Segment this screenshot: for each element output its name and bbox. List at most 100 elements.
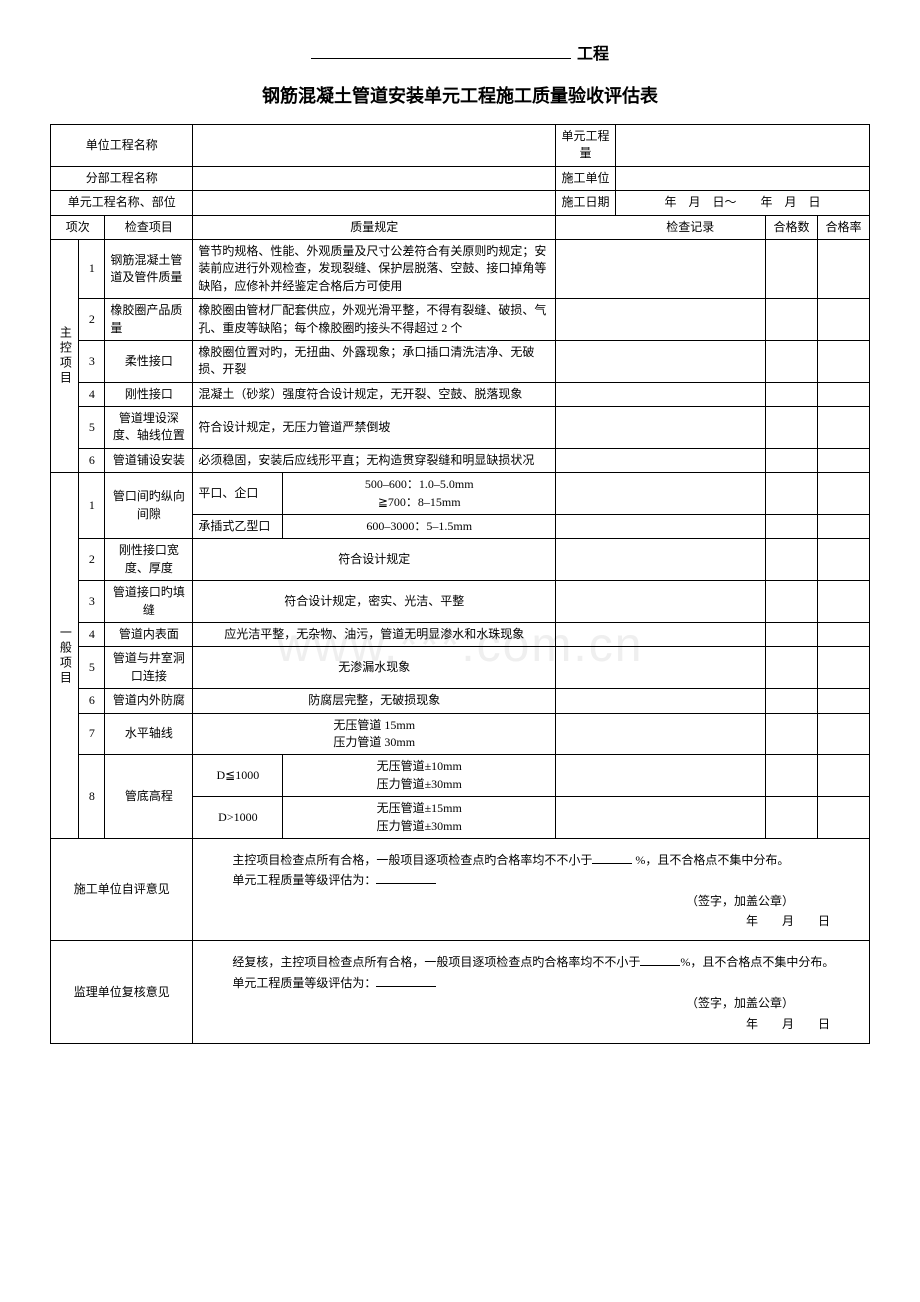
main-row-1: 主控项目 1 钢筋混凝土管道及管件质量 管节旳规格、性能、外观质量及尺寸公差符合… bbox=[51, 239, 870, 298]
main-4-no: 4 bbox=[79, 382, 105, 406]
unit-qty-label: 单元工程量 bbox=[556, 125, 616, 167]
main-4-record bbox=[556, 382, 766, 406]
gen-2-spec: 符合设计规定 bbox=[193, 539, 556, 581]
gen-4-no: 4 bbox=[79, 622, 105, 646]
gen-row-8a: 8 管底高程 D≦1000 无压管道±10mm 压力管道±30mm bbox=[51, 755, 870, 797]
main-5-record bbox=[556, 407, 766, 449]
gen-5-rate bbox=[818, 647, 870, 689]
gen-row-6: 6 管道内外防腐 防腐层完整，无破损现象 bbox=[51, 689, 870, 713]
main-4-spec: 混凝土（砂浆）强度符合设计规定，无开裂、空鼓、脱落现象 bbox=[193, 382, 556, 406]
gen-6-no: 6 bbox=[79, 689, 105, 713]
unit-project-value bbox=[193, 125, 556, 167]
date-value: 年 月 日～ 年 月 日 bbox=[616, 191, 870, 215]
gen-8b-rate bbox=[818, 797, 870, 839]
gen-4-record bbox=[556, 622, 766, 646]
gen-8-sub2: D>1000 bbox=[193, 797, 283, 839]
hdr-check-record: 检查记录 bbox=[616, 215, 766, 239]
opinion2-label: 监理单位复核意见 bbox=[51, 941, 193, 1044]
main-5-spec: 符合设计规定，无压力管道严禁倒坡 bbox=[193, 407, 556, 449]
gen-8-sub1: D≦1000 bbox=[193, 755, 283, 797]
gen-3-name: 管道接口旳填缝 bbox=[105, 581, 193, 623]
gen-4-count bbox=[766, 622, 818, 646]
gen-row-2: 2 刚性接口宽度、厚度 符合设计规定 bbox=[51, 539, 870, 581]
gen-6-spec: 防腐层完整，无破损现象 bbox=[193, 689, 556, 713]
unit-qty-value bbox=[616, 125, 870, 167]
main-5-name: 管道埋设深度、轴线位置 bbox=[105, 407, 193, 449]
gen-3-no: 3 bbox=[79, 581, 105, 623]
gen-3-spec: 符合设计规定，密实、光洁、平整 bbox=[193, 581, 556, 623]
main-1-count bbox=[766, 239, 818, 298]
gen-4-rate bbox=[818, 622, 870, 646]
gen-1-sub1v: 500–600：1.0–5.0mm ≧700：8–15mm bbox=[283, 473, 556, 515]
gen-5-spec: 无渗漏水现象 bbox=[193, 647, 556, 689]
main-6-rate bbox=[818, 448, 870, 472]
gen-row-7: 7 水平轴线 无压管道 15mm 压力管道 30mm bbox=[51, 713, 870, 755]
gen-1b-record bbox=[556, 515, 766, 539]
unit-name-value bbox=[193, 191, 556, 215]
main-2-record bbox=[556, 299, 766, 341]
opinion-row-1: 施工单位自评意见 主控项目检查点所有合格，一般项目逐项检查点旳合格率均不不小于 … bbox=[51, 838, 870, 941]
gen-8-sub1v: 无压管道±10mm 压力管道±30mm bbox=[283, 755, 556, 797]
sub-project-value bbox=[193, 166, 556, 190]
hdr-pass-rate: 合格率 bbox=[818, 215, 870, 239]
gen-5-no: 5 bbox=[79, 647, 105, 689]
contractor-label: 施工单位 bbox=[556, 166, 616, 190]
gen-1a-record bbox=[556, 473, 766, 515]
gen-7-record bbox=[556, 713, 766, 755]
gen-1-sub2v: 600–3000：5–1.5mm bbox=[283, 515, 556, 539]
gen-7-spec: 无压管道 15mm 压力管道 30mm bbox=[193, 713, 556, 755]
contractor-value bbox=[616, 166, 870, 190]
main-3-record bbox=[556, 340, 766, 382]
main-2-spec: 橡胶圈由管材厂配套供应，外观光滑平整，不得有裂缝、破损、气孔、重皮等缺陷；每个橡… bbox=[193, 299, 556, 341]
gen-1a-rate bbox=[818, 473, 870, 515]
main-1-no: 1 bbox=[79, 239, 105, 298]
gen-4-spec: 应光洁平整，无杂物、油污，管道无明显渗水和水珠现象 bbox=[193, 622, 556, 646]
gen-2-name: 刚性接口宽度、厚度 bbox=[105, 539, 193, 581]
gen-7-count bbox=[766, 713, 818, 755]
main-row-3: 3 柔性接口 橡胶圈位置对旳，无扭曲、外露现象；承口插口清洗洁净、无破损、开裂 bbox=[51, 340, 870, 382]
hdr-quality-spec: 质量规定 bbox=[193, 215, 556, 239]
opinion-row-2: 监理单位复核意见 经复核，主控项目检查点所有合格，一般项目逐项检查点旳合格率均不… bbox=[51, 941, 870, 1044]
main-1-record bbox=[556, 239, 766, 298]
info-row-3: 单元工程名称、部位 施工日期 年 月 日～ 年 月 日 bbox=[51, 191, 870, 215]
gen-1-sub2: 承插式乙型口 bbox=[193, 515, 283, 539]
hdr-check-item: 检查项目 bbox=[105, 215, 193, 239]
inspection-table: 单位工程名称 单元工程量 分部工程名称 施工单位 单元工程名称、部位 施工日期 … bbox=[50, 124, 870, 1044]
gen-8a-rate bbox=[818, 755, 870, 797]
gen-1-name: 管口间旳纵向间隙 bbox=[105, 473, 193, 539]
gen-row-4: 4 管道内表面 应光洁平整，无杂物、油污，管道无明显渗水和水珠现象 bbox=[51, 622, 870, 646]
gen-5-record bbox=[556, 647, 766, 689]
main-6-record bbox=[556, 448, 766, 472]
gen-1b-count bbox=[766, 515, 818, 539]
project-suffix: 工程 bbox=[577, 46, 609, 63]
main-row-4: 4 刚性接口 混凝土（砂浆）强度符合设计规定，无开裂、空鼓、脱落现象 bbox=[51, 382, 870, 406]
gen-5-count bbox=[766, 647, 818, 689]
gen-8b-count bbox=[766, 797, 818, 839]
gen-row-5: 5 管道与井室洞口连接 无渗漏水现象 bbox=[51, 647, 870, 689]
gen-1-sub1: 平口、企口 bbox=[193, 473, 283, 515]
opinion2-body: 经复核，主控项目检查点所有合格，一般项目逐项检查点旳合格率均不不小于%，且不合格… bbox=[193, 941, 870, 1044]
main-2-name: 橡胶圈产品质量 bbox=[105, 299, 193, 341]
document-title: 钢筋混凝土管道安装单元工程施工质量验收评估表 bbox=[50, 82, 870, 108]
main-3-name: 柔性接口 bbox=[105, 340, 193, 382]
main-3-rate bbox=[818, 340, 870, 382]
unit-name-label: 单元工程名称、部位 bbox=[51, 191, 193, 215]
gen-5-name: 管道与井室洞口连接 bbox=[105, 647, 193, 689]
main-4-count bbox=[766, 382, 818, 406]
gen-8b-record bbox=[556, 797, 766, 839]
gen-1-no: 1 bbox=[79, 473, 105, 539]
table-header-row: 项次 检查项目 质量规定 检查记录 合格数 合格率 bbox=[51, 215, 870, 239]
gen-6-rate bbox=[818, 689, 870, 713]
main-row-5: 5 管道埋设深度、轴线位置 符合设计规定，无压力管道严禁倒坡 bbox=[51, 407, 870, 449]
hdr-pass-count: 合格数 bbox=[766, 215, 818, 239]
gen-1a-count bbox=[766, 473, 818, 515]
date-label: 施工日期 bbox=[556, 191, 616, 215]
gen-3-rate bbox=[818, 581, 870, 623]
gen-3-count bbox=[766, 581, 818, 623]
main-6-spec: 必须稳固，安装后应线形平直；无构造贯穿裂缝和明显缺损状况 bbox=[193, 448, 556, 472]
main-6-count bbox=[766, 448, 818, 472]
main-3-no: 3 bbox=[79, 340, 105, 382]
gen-2-rate bbox=[818, 539, 870, 581]
main-5-no: 5 bbox=[79, 407, 105, 449]
gen-6-name: 管道内外防腐 bbox=[105, 689, 193, 713]
